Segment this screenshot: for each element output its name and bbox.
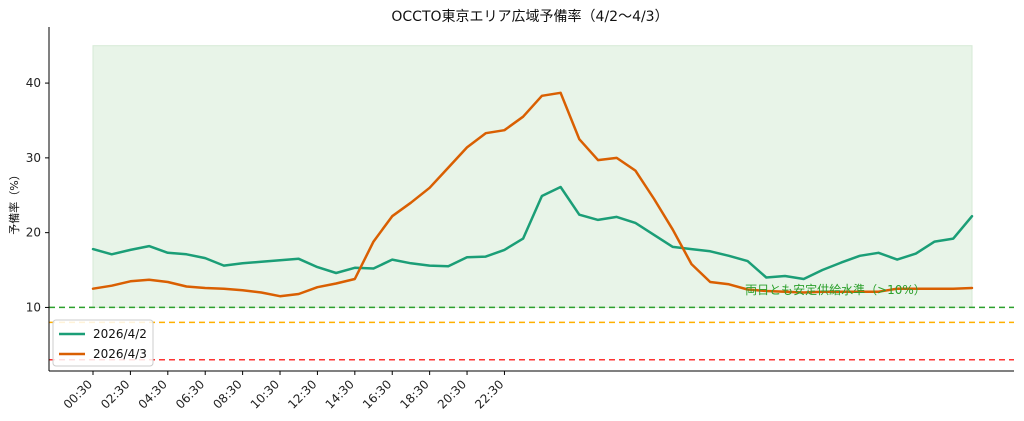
legend-label-2: 2026/4/3	[93, 347, 147, 361]
y-tick-label-20: 20	[26, 226, 41, 240]
x-tick-label-12:30: 12:30	[285, 377, 319, 411]
series-line-1	[91, 185, 974, 281]
y-tick-label-10: 10	[26, 300, 41, 314]
safe-supply-band	[92, 45, 973, 308]
chart-title: OCCTO東京エリア広域予備率（4/2〜4/3）	[391, 8, 668, 25]
x-tick-label-10:30: 10:30	[248, 377, 282, 411]
x-tick-label-00:30: 00:30	[61, 377, 95, 411]
y-tick-label-30: 30	[26, 151, 41, 165]
series-line-2	[91, 91, 974, 298]
x-tick-label-14:30: 14:30	[323, 377, 357, 411]
x-tick-label-08:30: 08:30	[210, 377, 244, 411]
x-tick-label-02:30: 02:30	[98, 377, 132, 411]
x-tick-label-18:30: 18:30	[397, 377, 431, 411]
plot-area: 10 20 30 40 00:30 02:30 04:30 06:30 08:30 10:30 12…	[26, 27, 1014, 412]
y-tick-label-40: 40	[26, 76, 41, 90]
x-tick-label-04:30: 04:30	[136, 377, 170, 411]
x-tick-label-16:30: 16:30	[360, 377, 394, 411]
x-tick-label-20:30: 20:30	[435, 377, 469, 411]
y-axis-label: 予備率（%）	[7, 169, 21, 234]
legend-label-1: 2026/4/2	[93, 327, 147, 341]
x-tick-label-22:30: 22:30	[472, 377, 506, 411]
x-tick-label-06:30: 06:30	[173, 377, 207, 411]
annotation-text: 両日とも安定供給水準（>10%）	[745, 282, 926, 297]
